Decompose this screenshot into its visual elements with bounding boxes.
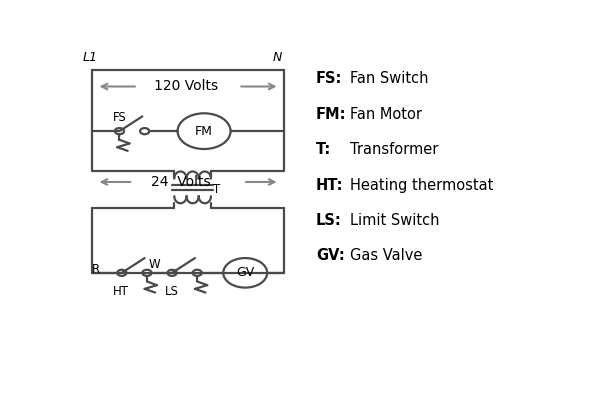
Text: 24  Volts: 24 Volts <box>152 175 211 189</box>
Text: Fan Motor: Fan Motor <box>350 107 422 122</box>
Text: T: T <box>213 183 221 196</box>
Text: FS: FS <box>113 111 126 124</box>
Text: LS:: LS: <box>316 213 342 228</box>
Text: HT: HT <box>113 285 129 298</box>
Text: FS:: FS: <box>316 71 342 86</box>
Text: GV:: GV: <box>316 248 345 264</box>
Text: L1: L1 <box>83 51 98 64</box>
Text: Heating thermostat: Heating thermostat <box>350 178 494 192</box>
Text: R: R <box>92 263 100 276</box>
Text: FM:: FM: <box>316 107 346 122</box>
Text: Fan Switch: Fan Switch <box>350 71 429 86</box>
Text: LS: LS <box>165 285 179 298</box>
Text: Transformer: Transformer <box>350 142 439 157</box>
Text: Limit Switch: Limit Switch <box>350 213 440 228</box>
Text: FM: FM <box>195 125 213 138</box>
Text: T:: T: <box>316 142 332 157</box>
Text: N: N <box>273 51 282 64</box>
Text: HT:: HT: <box>316 178 343 192</box>
Text: GV: GV <box>236 266 254 279</box>
Text: Gas Valve: Gas Valve <box>350 248 423 264</box>
Text: 120 Volts: 120 Volts <box>154 80 218 94</box>
Text: W: W <box>148 258 160 271</box>
